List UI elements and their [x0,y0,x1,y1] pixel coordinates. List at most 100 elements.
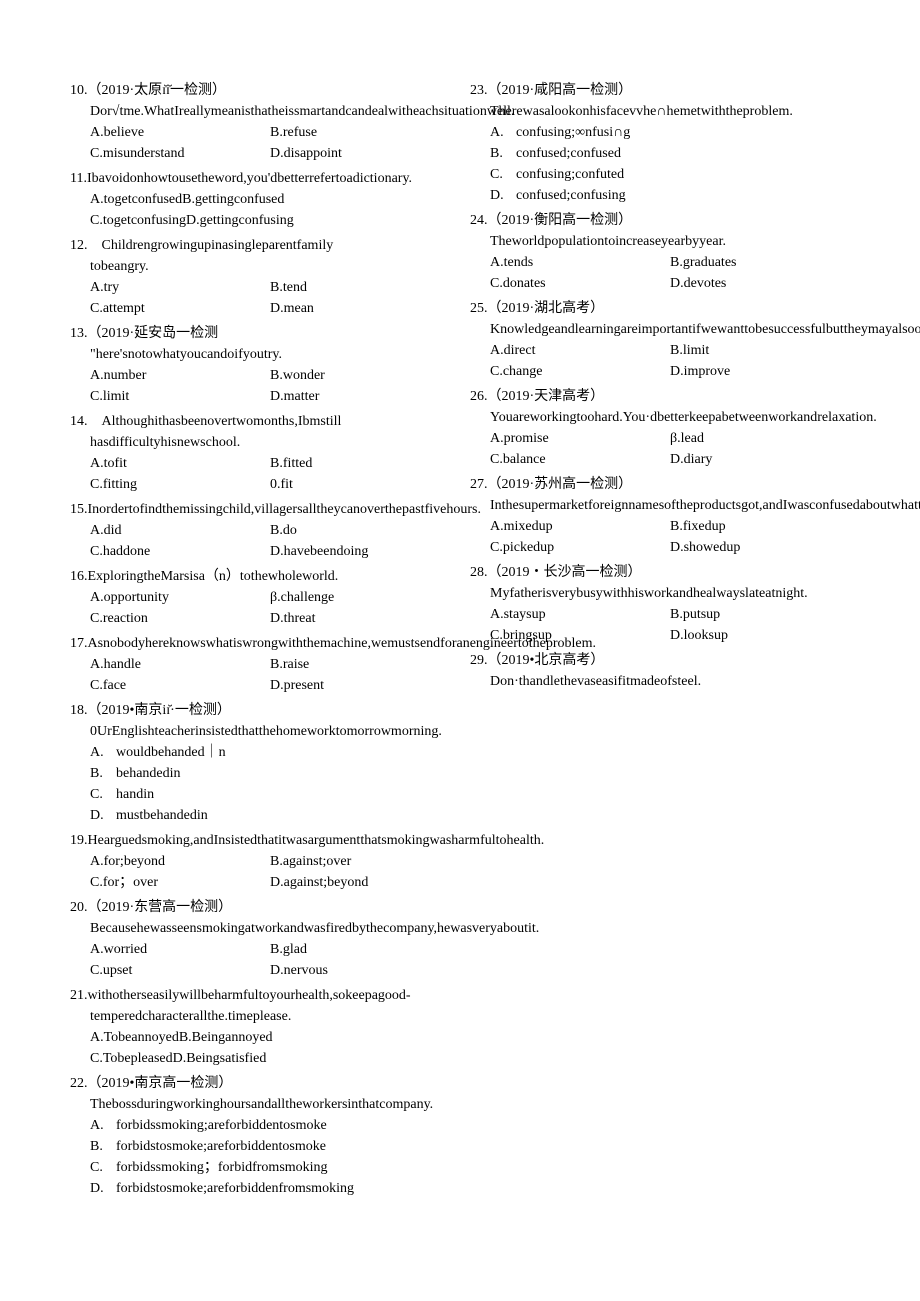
question-list: 10.（2019·太原ɪ̆ɪ̆一检测）Dor√tme.WhatIreallyme… [70,80,850,1260]
option: C.misunderstand [90,143,270,164]
option: C.bringsup [490,625,670,646]
option: B.refuse [270,122,450,143]
options: A.handleB.raiseC.faceD.present [70,654,450,696]
question-head: 23.（2019·咸阳高一检测） [470,80,850,101]
option: C.reaction [90,608,270,629]
question-head: 26.（2019·天津高考） [470,386,850,407]
question-body: 19.Hearguedsmoking,andInsistedthatitwasa… [70,830,450,851]
option: C.togetconfusingD.gettingconfusing [90,210,450,231]
question-head: 13.（2019·延安岛一检测 [70,323,450,344]
option: A.direct [490,340,670,361]
option: D.improve [670,361,850,382]
question-body: Theworldpopulationtoincreaseyearbyyear. [470,231,850,252]
option: D.mean [270,298,450,319]
option: 0.fit [270,474,450,495]
question-head: 28.（2019・长沙高一检测） [470,562,850,583]
option: D.looksup [670,625,850,646]
question-body: Dor√tme.WhatIreallymeanisthatheissmartan… [70,101,450,122]
options: A.promiseβ.leadC.balanceD.diary [470,428,850,470]
option: D.mustbehandedin [70,805,450,826]
question-10: 10.（2019·太原ɪ̆ɪ̆一检测）Dor√tme.WhatIreallyme… [70,80,450,164]
question-body: Thebossduringworkinghoursandalltheworker… [70,1094,450,1115]
option: C.forbidssmoking；forbidfromsmoking [70,1157,450,1178]
question-16: 16.ExploringtheMarsisa（n）tothewholeworld… [70,566,450,629]
question-17: 17.Asnobodyhereknowswhatiswrongwiththema… [70,633,450,696]
question-26: 26.（2019·天津高考）Youareworkingtoohard.You·d… [470,386,850,470]
question-body: Therewasalookonhisfacevvhe∩hemetwiththep… [470,101,850,122]
options: A.numberB.wonderC.limitD.matter [70,365,450,407]
option: A.TobeannoyedB.Beingannoyed [90,1027,450,1048]
option: D.present [270,675,450,696]
option: A.confusing;∞nfusi∩g [470,122,850,143]
option: B.raise [270,654,450,675]
option: C.pickedup [490,537,670,558]
question-body: Youareworkingtoohard.You·dbetterkeepabet… [470,407,850,428]
question-14: 14. Althoughithasbeenovertwomonths,Ibmst… [70,411,450,495]
option: A.did [90,520,270,541]
option: A.opportunity [90,587,270,608]
option: β.challenge [270,587,450,608]
option: C.fitting [90,474,270,495]
option: B.forbidstosmoke;areforbiddentosmoke [70,1136,450,1157]
options: A.tofitB.fittedC.fitting0.fit [70,453,450,495]
question-head: 10.（2019·太原ɪ̆ɪ̆一检测） [70,80,450,101]
options: A.tendsB.graduatesC.donatesD.devotes [470,252,850,294]
option: B.behandedin [70,763,450,784]
question-19: 19.Hearguedsmoking,andInsistedthatitwasa… [70,830,450,893]
option: A.wouldbehanded｜n [70,742,450,763]
question-27: 27.（2019·苏州高一检测）Inthesupermarketforeignn… [470,474,850,558]
option: C.donates [490,273,670,294]
option: D.threat [270,608,450,629]
question-body: Inthesupermarketforeignnamesoftheproduct… [470,495,850,516]
option: D.nervous [270,960,450,981]
option: B.confused;confused [470,143,850,164]
question-head: 24.（2019·衡阳高一检测） [470,210,850,231]
question-body: "here'snotowhatyoucandoifyoutry. [70,344,450,365]
question-20: 20.（2019·东营高一检测）Becausehewasseensmokinga… [70,897,450,981]
option: D.diary [670,449,850,470]
option: A.try [90,277,270,298]
question-body: Don·thandlethevaseasifitmadeofsteel. [470,671,850,692]
option: B.limit [670,340,850,361]
question-body: 21.withotherseasilywillbeharmfultoyourhe… [70,985,450,1027]
question-body: 11.Ibavoidonhowtousetheword,you'dbetterr… [70,168,450,189]
question-head: 22.（2019•南京高一检测） [70,1073,450,1094]
option: B.fixedup [670,516,850,537]
option: C.face [90,675,270,696]
option: β.lead [670,428,850,449]
question-11: 11.Ibavoidonhowtousetheword,you'dbetterr… [70,168,450,231]
option: C.handin [70,784,450,805]
question-head: 29.（2019•北京高考） [470,650,850,671]
option: C.attempt [90,298,270,319]
question-24: 24.（2019·衡阳高一检测）Theworldpopulationtoincr… [470,210,850,294]
question-body: 16.ExploringtheMarsisa（n）tothewholeworld… [70,566,450,587]
option: D.against;beyond [270,872,450,893]
option: B.fitted [270,453,450,474]
option: C.limit [90,386,270,407]
question-25: 25.（2019·湖北高考）Knowledgeandlearningareimp… [470,298,850,382]
question-15: 15.Inordertofindthemissingchild,villager… [70,499,450,562]
option: D.showedup [670,537,850,558]
option: D.disappoint [270,143,450,164]
option: D.devotes [670,273,850,294]
question-13: 13.（2019·延安岛一检测"here'snotowhatyoucandoif… [70,323,450,407]
option: C.haddone [90,541,270,562]
option: D.matter [270,386,450,407]
options: A.mixedupB.fixedupC.pickedupD.showedup [470,516,850,558]
option: C.for；over [90,872,270,893]
option: A.worried [90,939,270,960]
question-18: 18.（2019•南京iɪ̆·一检测）0UrEnglishteacherinsi… [70,700,450,826]
option: A.handle [90,654,270,675]
options: A.worriedB.gladC.upsetD.nervous [70,939,450,981]
option: A.staysup [490,604,670,625]
option: D.confused;confusing [470,185,850,206]
option: B.glad [270,939,450,960]
option: B.wonder [270,365,450,386]
question-29: 29.（2019•北京高考）Don·thandlethevaseasifitma… [470,650,850,692]
question-body: Knowledgeandlearningareimportantifwewant… [470,319,850,340]
question-body: Myfatherisverybusywithhisworkandhealways… [470,583,850,604]
question-body: Becausehewasseensmokingatworkandwasfired… [70,918,450,939]
question-body: 0UrEnglishteacherinsistedthatthehomework… [70,721,450,742]
question-head: 20.（2019·东营高一检测） [70,897,450,918]
option: A.togetconfusedB.gettingconfused [90,189,450,210]
